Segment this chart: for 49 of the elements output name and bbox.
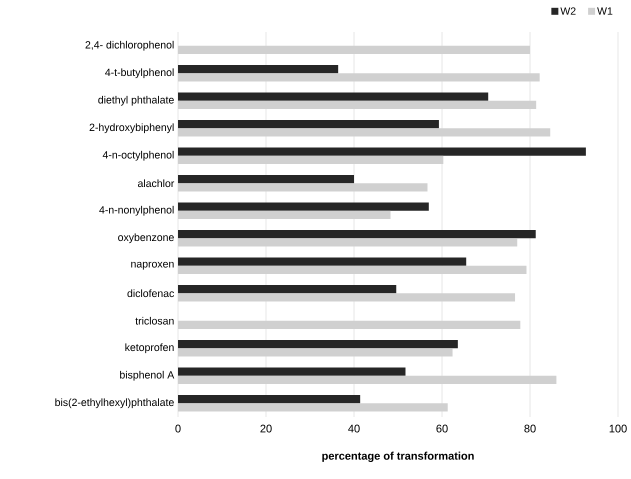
x-axis-title: percentage of transformation: [322, 452, 474, 462]
x-tick-label: 100: [610, 424, 627, 432]
x-tick-label: 40: [348, 424, 360, 432]
y-tick-label: 4-n-octylphenol: [102, 150, 174, 161]
bar: [178, 73, 540, 82]
bar: [178, 293, 516, 302]
y-tick-label: 2,4- dichlorophenol: [86, 40, 174, 51]
y-tick-label: ketoprofen: [125, 343, 174, 354]
bar: [178, 284, 396, 294]
x-tick-label: 60: [436, 424, 448, 432]
y-tick-label: triclosan: [135, 316, 174, 325]
x-tick-label: 80: [524, 424, 536, 432]
bar: [178, 403, 448, 412]
bar: [178, 238, 518, 246]
bar: [178, 340, 458, 348]
y-tick-label: 4-t-butylphenol: [105, 68, 174, 78]
bar: [178, 367, 406, 376]
y-tick-label: oxybenzone: [118, 233, 174, 244]
bar: [178, 266, 526, 274]
y-tick-label: 2-hydroxybiphenyl: [90, 123, 174, 134]
bar: [178, 128, 550, 136]
legend-label: W1: [597, 7, 612, 15]
bar: [178, 320, 520, 329]
x-tick-label: 20: [260, 424, 272, 432]
bar: [178, 230, 536, 238]
bar: [178, 100, 536, 109]
y-tick-label: naproxen: [131, 262, 174, 270]
bar: [178, 156, 444, 164]
bar: [178, 257, 466, 266]
x-tick-label: 0: [175, 424, 181, 432]
y-tick-label: diclofenac: [127, 289, 174, 298]
y-tick-label: alachlor: [138, 179, 174, 188]
y-tick-label: 4-n-nonylphenol: [99, 206, 174, 216]
bar: [178, 183, 428, 192]
bar: [178, 92, 488, 101]
bar: [178, 348, 453, 356]
bar: [178, 46, 530, 54]
bar: [178, 202, 429, 211]
bar: [178, 147, 586, 156]
y-tick-label: bis(2-ethylhexyl)phthalate: [55, 398, 174, 408]
bar: [178, 210, 391, 219]
bar: [178, 376, 556, 384]
bar: [178, 174, 354, 184]
y-tick-label: diethyl phthalate: [98, 96, 174, 106]
bar: [178, 394, 360, 404]
y-tick-label: bisphenol A: [120, 370, 174, 381]
legend-label: W2: [560, 7, 576, 15]
bar: [178, 120, 439, 128]
bar: [178, 64, 338, 74]
